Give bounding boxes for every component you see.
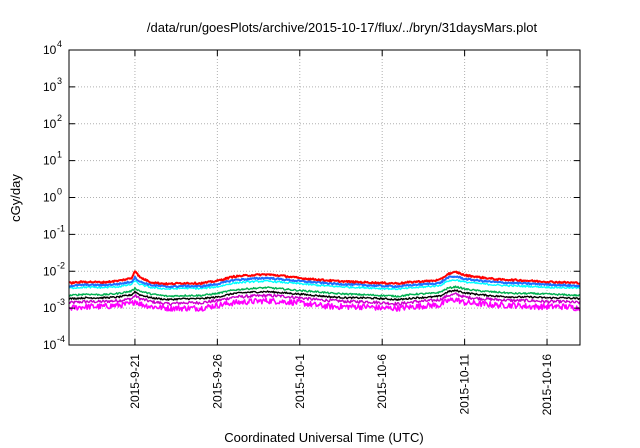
y-tick-label-base: 10 [43, 338, 57, 352]
y-axis-title: cGy/day [8, 174, 23, 222]
x-tick-label: 2015-9-21 [128, 354, 142, 409]
y-tick-label-base: 10 [43, 191, 57, 205]
x-tick-label: 2015-10-11 [458, 354, 472, 415]
y-tick-label-power: -2 [57, 260, 65, 270]
y-tick-label-power: 3 [57, 76, 62, 86]
y-tick-label-base: 10 [43, 301, 57, 315]
y-tick-label-base: 10 [43, 154, 57, 168]
y-tick-label-power: 0 [57, 187, 62, 197]
y-tick-label-base: 10 [43, 227, 57, 241]
y-tick-label-base: 10 [43, 43, 57, 57]
y-tick-label-power: 1 [57, 150, 62, 160]
series-line [68, 289, 581, 301]
x-tick-label: 2015-10-1 [293, 354, 307, 409]
series-line [68, 275, 581, 289]
series-line [68, 285, 581, 298]
y-tick-label-power: 4 [57, 39, 62, 49]
x-axis-title: Coordinated Universal Time (UTC) [224, 430, 423, 445]
y-tick-label-power: -3 [57, 297, 65, 307]
series-group [68, 270, 581, 312]
y-tick-label-base: 10 [43, 80, 57, 94]
y-tick-label-power: -4 [57, 334, 65, 344]
y-tick-label-base: 10 [43, 264, 57, 278]
x-axis: 2015-9-21 2015-9-26 2015-10-1 2015-10-6 2015… [128, 50, 554, 415]
y-tick-label-base: 10 [43, 117, 57, 131]
y-tick-label-power: 2 [57, 113, 62, 123]
series-line [68, 270, 581, 286]
x-tick-label: 2015-10-6 [375, 354, 389, 409]
chart-title: /data/run/goesPlots/archive/2015-10-17/f… [147, 20, 538, 35]
x-tick-label: 2015-10-16 [540, 354, 554, 416]
series-line [68, 279, 581, 291]
y-tick-label-power: -1 [57, 223, 65, 233]
series-line [68, 292, 581, 306]
x-tick-label: 2015-9-26 [210, 354, 224, 409]
series-line [68, 297, 581, 312]
